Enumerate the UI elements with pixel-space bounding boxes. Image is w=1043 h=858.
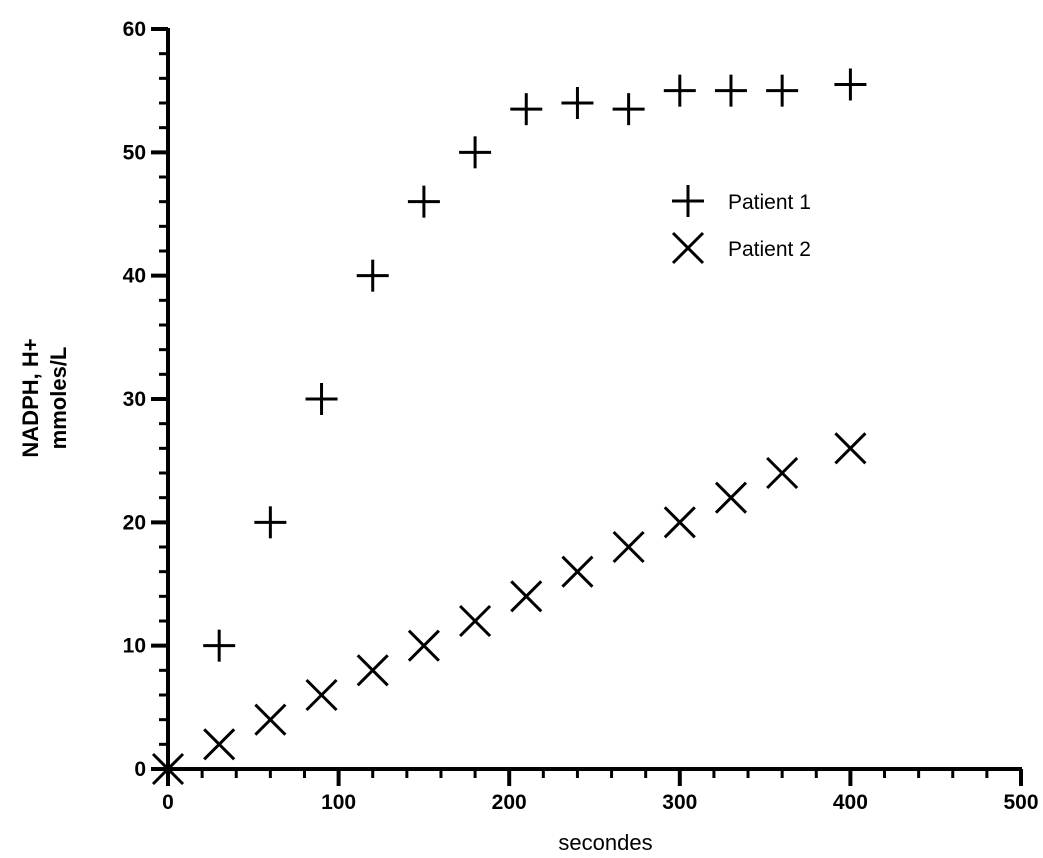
y-tick-label: 40: [123, 265, 146, 288]
data-point-cross: [612, 530, 645, 564]
data-point-plus: [561, 87, 594, 119]
data-point-cross: [834, 432, 867, 465]
data-point-cross: [459, 604, 492, 638]
y-tick-label: 10: [123, 635, 146, 658]
data-point-plus: [459, 136, 492, 169]
data-point-cross: [203, 728, 236, 761]
y-tick-label: 30: [123, 388, 146, 411]
y-axis-title-line-1: NADPH, H+: [18, 338, 43, 457]
y-tick-label: 0: [134, 758, 146, 781]
x-tick-label: 400: [833, 791, 868, 814]
data-point-plus: [407, 185, 440, 218]
data-point-cross: [663, 506, 696, 539]
y-tick-label: 50: [123, 141, 146, 164]
axis-ticks: 0 100 200 300 400 500 0 10 20 30 40 50 60: [123, 18, 1039, 814]
y-tick-label: 20: [123, 511, 146, 534]
legend-entry-2: Patient 2: [671, 231, 811, 265]
data-point-cross: [254, 703, 287, 736]
x-tick-label: 100: [321, 791, 356, 814]
data-point-cross: [714, 481, 748, 514]
data-point-plus: [834, 68, 867, 101]
data-points: [151, 68, 867, 786]
legend-label: Patient 1: [728, 191, 811, 214]
data-point-plus: [305, 383, 338, 415]
series-1: [152, 68, 867, 785]
data-point-cross: [766, 456, 799, 490]
data-point-plus: [510, 93, 543, 126]
legend-entry-1: Patient 1: [672, 185, 811, 217]
legend-marker-plus: [672, 185, 704, 217]
data-point-cross: [305, 678, 338, 712]
x-tick-label: 200: [492, 791, 527, 814]
legend-label: Patient 2: [728, 238, 811, 261]
data-point-cross: [510, 580, 543, 613]
data-point-plus: [766, 74, 799, 107]
data-point-cross: [561, 555, 594, 588]
x-tick-label: 0: [162, 791, 174, 814]
y-axis-title-line-2: mmoles/L: [46, 347, 71, 450]
data-point-plus: [663, 74, 696, 107]
legend-marker-cross: [671, 231, 705, 265]
y-tick-label: 60: [123, 18, 146, 41]
data-point-plus: [612, 93, 645, 126]
data-point-plus: [356, 259, 389, 292]
legend: Patient 1 Patient 2: [671, 185, 811, 265]
data-point-plus: [254, 506, 287, 539]
x-tick-label: 300: [662, 791, 697, 814]
data-point-plus: [203, 629, 236, 662]
x-axis-title: secondes: [558, 830, 652, 855]
data-point-plus: [714, 74, 747, 107]
data-point-cross: [356, 654, 389, 687]
data-point-cross: [151, 752, 185, 786]
y-axis-title: NADPH, H+ mmoles/L: [18, 338, 71, 457]
series-2: [151, 432, 867, 786]
axes: [166, 28, 1022, 771]
x-tick-label: 500: [1003, 791, 1038, 814]
data-point-cross: [407, 629, 440, 662]
